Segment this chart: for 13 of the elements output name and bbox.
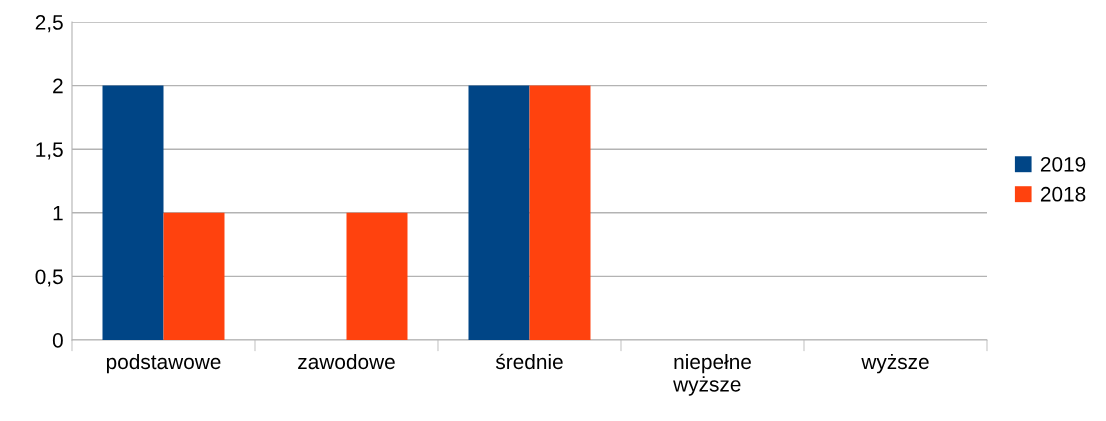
x-tick-label: zawodowe [298,353,395,370]
y-tick-label: 0 [52,333,63,348]
y-tick-label: 2,5 [35,15,63,33]
y-tick-label: 1,5 [36,142,63,160]
y-tick-label: 2 [53,78,63,94]
legend-label: 2018 [1040,186,1086,202]
x-tick-label: średnie [495,353,563,370]
y-tick-label: 0,5 [35,269,63,287]
legend-label: 2019 [1040,156,1086,172]
y-tick-label: 1 [53,206,63,221]
x-tick-label: wyższe [861,353,929,374]
x-tick-label: podstawowe [106,353,221,374]
x-tick-label: niepełne wyższe [673,353,751,396]
